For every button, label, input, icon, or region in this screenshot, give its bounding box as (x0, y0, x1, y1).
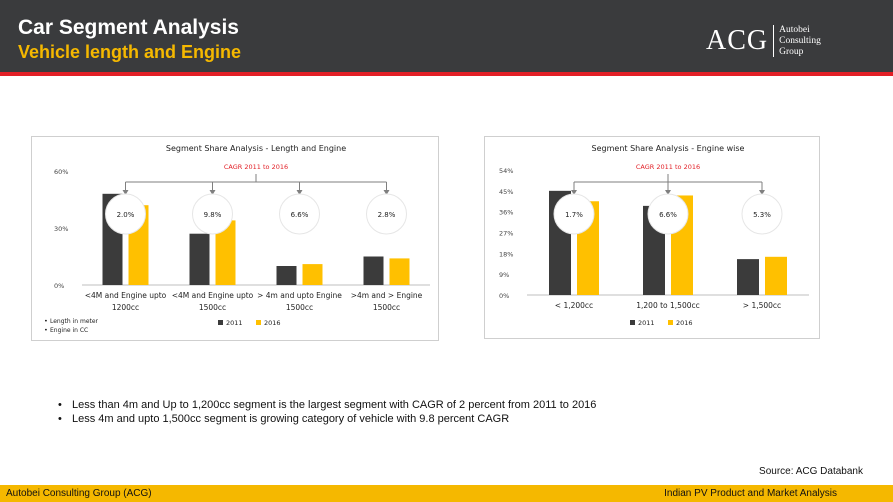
cagr-bubble (192, 193, 233, 235)
cagr-bubble (105, 193, 146, 235)
x-tick-label: 1200cc (112, 303, 139, 312)
bracket-arrow-head (296, 190, 303, 195)
bar-2016 (302, 264, 323, 285)
y-tick-label: 27% (499, 230, 513, 238)
footer-report-title: Indian PV Product and Market Analysis (664, 488, 837, 499)
y-tick-label: 54% (499, 167, 513, 175)
cagr-bubble (366, 193, 407, 235)
page-title: Car Segment Analysis (18, 16, 239, 39)
footer-bar: Autobei Consulting Group (ACG) Indian PV… (0, 484, 893, 502)
chart-length-engine: Segment Share Analysis - Length and Engi… (44, 144, 430, 334)
bracket-arrow-head (759, 190, 765, 195)
chart-note: Engine in CC (50, 327, 88, 334)
cagr-value: 5.3% (753, 211, 771, 219)
finding-item: Less than 4m and Up to 1,200cc segment i… (58, 398, 596, 412)
x-tick-label: > 1,500cc (743, 301, 781, 310)
chart-note: Length in meter (50, 318, 99, 325)
legend-swatch-2016 (668, 320, 673, 325)
x-tick-label: <4M and Engine upto (172, 291, 254, 300)
footer-company: Autobei Consulting Group (ACG) (6, 488, 152, 499)
bracket-arrow-head (122, 190, 129, 195)
x-tick-label: 1500cc (199, 303, 226, 312)
source-note: Source: ACG Databank (759, 466, 863, 477)
y-tick-label: 18% (499, 250, 513, 258)
cagr-bubble (553, 193, 595, 235)
chart-panel-length-engine: Segment Share Analysis - Length and Engi… (31, 136, 439, 341)
bar-2016 (389, 258, 410, 285)
bracket-arrow-head (571, 190, 577, 195)
chart-engine-wise: Segment Share Analysis - Engine wise 0% 9%… (499, 144, 809, 327)
cagr-value: 2.8% (378, 211, 396, 219)
chart-title: Segment Share Analysis - Length and Engi… (166, 144, 346, 153)
x-tick-label: < 1,200cc (555, 301, 593, 310)
x-tick-label: 1,200 to 1,500cc (636, 301, 700, 310)
cagr-value: 9.8% (204, 211, 222, 219)
bracket-arrow-head (383, 190, 390, 195)
cagr-bubble (741, 193, 783, 235)
bar-2016 (765, 256, 787, 295)
logo-mark: ACG (706, 25, 769, 56)
y-tick-label: 60% (54, 168, 68, 176)
legend-swatch-2011 (218, 320, 223, 325)
legend-label: 2016 (264, 319, 281, 327)
logo-line-1: Autobei (779, 24, 810, 35)
x-tick-label: > 4m and upto Engine (257, 291, 342, 300)
bar-2016 (215, 220, 236, 285)
cagr-value: 2.0% (117, 211, 135, 219)
note-bullet: • (44, 317, 48, 325)
logo-line-3: Group (779, 46, 804, 57)
page-subtitle: Vehicle length and Engine (18, 42, 242, 62)
legend-swatch-2016 (256, 320, 261, 325)
cagr-value: 6.6% (659, 211, 677, 219)
acg-logo: ACG Autobei Consulting Group (706, 22, 821, 60)
legend-label: 2016 (676, 319, 693, 327)
logo-text: Autobei Consulting Group (779, 25, 821, 58)
legend-swatch-2011 (630, 320, 635, 325)
x-tick-label: 1500cc (373, 303, 400, 312)
cagr-bubble (279, 193, 320, 235)
y-tick-label: 0% (499, 292, 509, 300)
y-tick-label: 30% (54, 225, 68, 233)
logo-line-2: Consulting (779, 35, 821, 46)
bar-2011 (363, 256, 384, 285)
bar-2011 (276, 266, 297, 285)
bar-2011 (737, 259, 759, 295)
y-tick-label: 36% (499, 209, 513, 217)
legend-label: 2011 (638, 319, 655, 327)
chart-title: Segment Share Analysis - Engine wise (592, 144, 745, 153)
cagr-annotation: CAGR 2011 to 2016 (636, 163, 700, 171)
y-tick-label: 9% (499, 271, 509, 279)
y-tick-label: 0% (54, 282, 64, 290)
finding-item: Less 4m and upto 1,500cc segment is grow… (58, 412, 596, 426)
key-findings-list: Less than 4m and Up to 1,200cc segment i… (58, 398, 596, 426)
x-tick-label: 1500cc (286, 303, 313, 312)
bar-2011 (189, 233, 210, 285)
logo-separator (773, 25, 775, 57)
cagr-bubble (647, 193, 689, 235)
cagr-value: 1.7% (565, 211, 583, 219)
x-tick-label: >4m and > Engine (351, 291, 423, 300)
header-red-rule (0, 72, 893, 76)
x-tick-label: <4M and Engine upto (85, 291, 167, 300)
note-bullet: • (44, 326, 48, 334)
bracket-arrow-head (209, 190, 216, 195)
cagr-annotation: CAGR 2011 to 2016 (224, 163, 288, 171)
chart-panel-engine-wise: Segment Share Analysis - Engine wise 0% 9%… (484, 136, 820, 339)
cagr-value: 6.6% (291, 211, 309, 219)
header-bar: Car Segment Analysis Vehicle length and … (0, 0, 893, 76)
legend-label: 2011 (226, 319, 243, 327)
bracket-arrow-head (665, 190, 671, 195)
y-tick-label: 45% (499, 188, 513, 196)
